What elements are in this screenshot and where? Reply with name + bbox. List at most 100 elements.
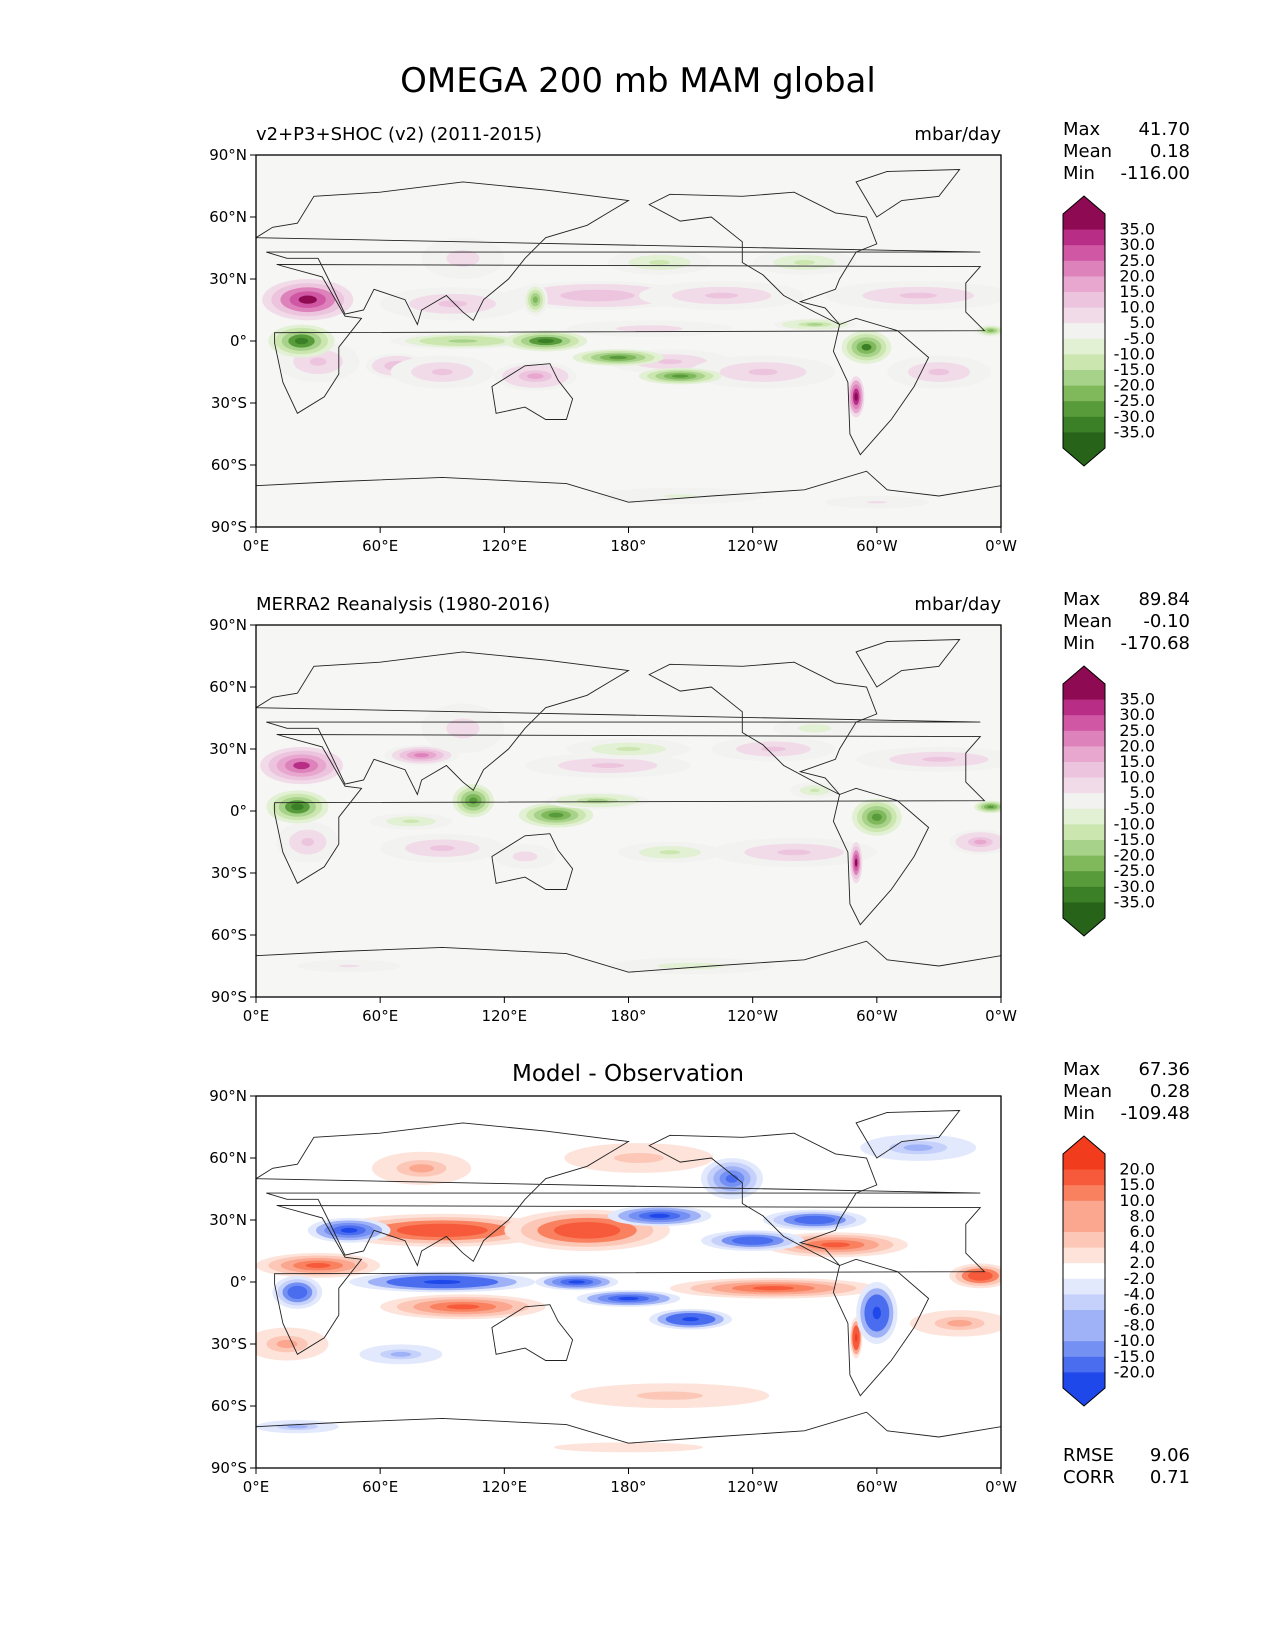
colorbar-bin: [1063, 715, 1105, 732]
contour-5-4: [309, 357, 327, 366]
figure-title: OMEGA 200 mb MAM global: [400, 61, 876, 101]
colorbar-bin: [1063, 824, 1105, 841]
stat-max-value: 41.70: [1138, 119, 1190, 140]
y-tick-label: 30°N: [209, 270, 247, 288]
stat-max-label: Max: [1063, 1059, 1101, 1080]
contour-11-4: [947, 1320, 973, 1327]
colorbar-label: -30.0: [1114, 877, 1155, 896]
contour-21-4: [872, 1306, 881, 1320]
colorbar-outline: [1062, 195, 1106, 467]
metric-corr-value: 0.71: [1150, 1467, 1190, 1488]
coast-south-america: [832, 317, 930, 456]
colorbar-label: -10.0: [1114, 344, 1155, 363]
contour-12-4: [636, 1391, 704, 1400]
contour-27-4: [287, 1425, 308, 1429]
x-tick-label: 180°: [610, 1007, 646, 1025]
colorbar-label: 6.0: [1130, 1222, 1155, 1241]
colorbar-label: 15.0: [1119, 752, 1155, 771]
colorbar-bin: [1063, 855, 1105, 872]
y-tick-label: 30°S: [211, 1335, 247, 1353]
contour-7-4: [301, 837, 314, 847]
colorbar-bottom-extend: [1063, 1388, 1105, 1406]
y-tick-label: 90°N: [209, 146, 247, 164]
stat-min-value: -170.68: [1121, 633, 1190, 654]
stat-min-label: Min: [1063, 633, 1095, 654]
x-tick-label: 60°W: [856, 1007, 898, 1025]
contour-24-4: [987, 329, 994, 332]
contour-26-4: [866, 500, 888, 504]
y-tick-label: 60°N: [209, 208, 247, 226]
contour-6-4: [614, 1153, 664, 1163]
colorbar-bin: [1063, 886, 1105, 903]
contour-3-4: [705, 292, 739, 299]
colorbar-bin: [1063, 762, 1105, 779]
contour-18-4: [671, 374, 689, 378]
colorbar-label: 5.0: [1130, 783, 1155, 802]
colorbar-bin: [1063, 432, 1105, 449]
coast-antarctica: [256, 940, 1001, 997]
colorbar-top-extend: [1063, 666, 1105, 684]
x-tick-label: 0°W: [985, 537, 1017, 555]
x-tick-label: 120°E: [482, 537, 528, 555]
x-tick-label: 120°W: [727, 1478, 778, 1496]
contour-12-4: [928, 368, 950, 376]
colorbar-label: -20.0: [1114, 376, 1155, 395]
colorbar-label: 30.0: [1119, 235, 1155, 254]
contour-14-4: [294, 337, 309, 345]
contour-15-4: [568, 1280, 586, 1284]
coast-africa: [274, 264, 986, 414]
coastlines: [256, 1110, 1001, 1468]
contour-24-4: [338, 964, 360, 968]
contour-10-4: [748, 368, 778, 376]
contour-2-4: [305, 1262, 331, 1268]
y-tick-label: 30°S: [211, 394, 247, 412]
coast-europe-asia: [256, 651, 981, 796]
contour-0-4: [298, 295, 317, 304]
x-tick-label: 120°W: [727, 1007, 778, 1025]
contour-19-4: [659, 850, 681, 855]
contour-6-4: [429, 845, 455, 852]
stat-min-value: -109.48: [1121, 1103, 1190, 1124]
y-tick-label: 0°: [230, 802, 247, 820]
stat-max-label: Max: [1063, 119, 1101, 140]
colorbar-bin: [1063, 1372, 1105, 1389]
colorbar-bin: [1063, 416, 1105, 433]
stat-mean-label: Mean: [1063, 141, 1112, 162]
stat-max-label: Max: [1063, 589, 1101, 610]
y-tick-label: 30°S: [211, 864, 247, 882]
stat-max-value: 89.84: [1138, 589, 1190, 610]
coast-europe-asia: [256, 1122, 981, 1267]
colorbar-bin: [1063, 338, 1105, 355]
contour-8-4: [518, 853, 532, 859]
stat-mean-label: Mean: [1063, 1081, 1112, 1102]
colorbar-bottom-extend: [1063, 918, 1105, 936]
colorbar-label: -20.0: [1114, 1362, 1155, 1381]
contour-7-4: [446, 1304, 480, 1310]
colorbar: 35.030.025.020.015.010.05.0-5.0-10.0-15.…: [1062, 665, 1155, 937]
contour-20-4: [806, 726, 824, 731]
colorbar-label: -15.0: [1114, 360, 1155, 379]
x-tick-label: 180°: [610, 537, 646, 555]
y-tick-label: 60°N: [209, 1149, 247, 1167]
panel-title-center: Model - Observation: [512, 1061, 744, 1087]
metric-rmse-label: RMSE: [1063, 1445, 1114, 1466]
contour-19-4: [742, 1238, 764, 1243]
coast-north-america: [648, 191, 878, 325]
y-tick-label: 90°S: [211, 518, 247, 536]
colorbar-label: -30.0: [1114, 407, 1155, 426]
coast-greenland: [855, 169, 961, 218]
x-tick-label: 0°W: [985, 1007, 1017, 1025]
colorbar-label: -20.0: [1114, 846, 1155, 865]
contour-17-4: [809, 788, 820, 792]
colorbar-label: 20.0: [1119, 736, 1155, 755]
colorbar-label: -15.0: [1114, 830, 1155, 849]
contour-fields: [256, 1131, 1001, 1460]
colorbar-bin: [1063, 229, 1105, 246]
coast-australia: [491, 363, 574, 420]
contour-26-4: [390, 1351, 412, 1357]
colorbar-bin: [1063, 1278, 1105, 1295]
contour-17-4: [682, 1317, 699, 1322]
contour-4-4: [760, 746, 786, 752]
colorbar-label: 35.0: [1119, 690, 1155, 709]
contour-11-4: [974, 839, 987, 845]
